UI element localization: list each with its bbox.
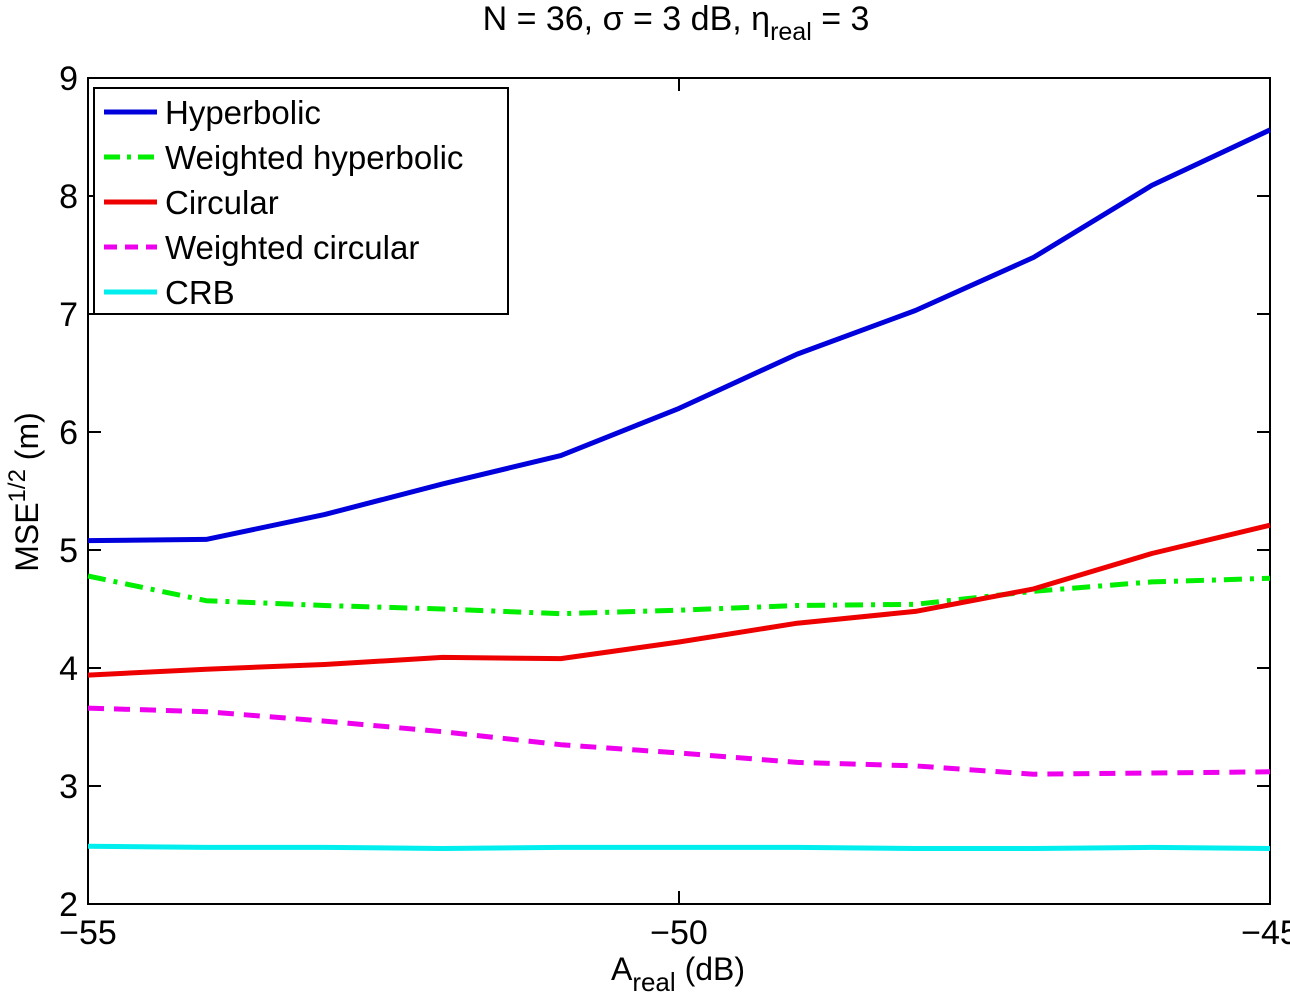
y-tick-label: 7: [59, 296, 78, 334]
y-tick-label: 6: [59, 414, 78, 452]
y-tick-label: 9: [59, 60, 78, 98]
title-eta: η: [751, 0, 770, 38]
legend-weighted-hyperbolic-label: Weighted hyperbolic: [165, 139, 463, 176]
title-lead: N = 36,: [483, 0, 603, 38]
y-tick-label: 4: [59, 650, 78, 688]
x-axis-title-main: A: [611, 951, 633, 987]
legend-hyperbolic-label: Hyperbolic: [165, 94, 321, 131]
x-tick-label: −45: [1241, 914, 1290, 952]
y-axis-title-main: MSE: [9, 502, 45, 571]
x-axis-title: Areal (dB): [611, 951, 745, 997]
y-axis-title-rest: (m): [9, 412, 45, 469]
title-sigma: σ: [603, 0, 624, 38]
chart-title: N = 36, σ = 3 dB, ηreal = 3: [483, 0, 870, 46]
series-line-weighted-circular: [87, 705, 1271, 777]
x-tick-label: −55: [59, 914, 117, 952]
y-tick-label: 3: [59, 768, 78, 806]
legend-circular-label: Circular: [165, 184, 279, 221]
title-eta-sub: real: [770, 18, 812, 46]
y-tick-label: 8: [59, 178, 78, 216]
title-tail: = 3: [812, 0, 870, 38]
y-axis-title: MSE1/2 (m): [4, 412, 45, 572]
y-axis-title-sup: 1/2: [4, 469, 31, 502]
title-mid: = 3 dB,: [624, 0, 752, 38]
series-line-weighted-hyperbolic: [87, 573, 1271, 617]
legend-weighted-circular-label: Weighted circular: [165, 229, 419, 266]
series-line-crb: [87, 843, 1271, 851]
y-tick-label: 2: [59, 886, 78, 924]
legend-box: [93, 87, 509, 315]
series-line-circular: [87, 522, 1271, 678]
y-tick-label: 5: [59, 532, 78, 570]
x-axis-title-sub: real: [632, 967, 675, 997]
x-axis-title-rest: (dB): [676, 951, 745, 987]
x-tick-label: −50: [650, 914, 708, 952]
legend-crb-label: CRB: [165, 274, 235, 311]
series-line-hyperbolic: [87, 127, 1272, 544]
